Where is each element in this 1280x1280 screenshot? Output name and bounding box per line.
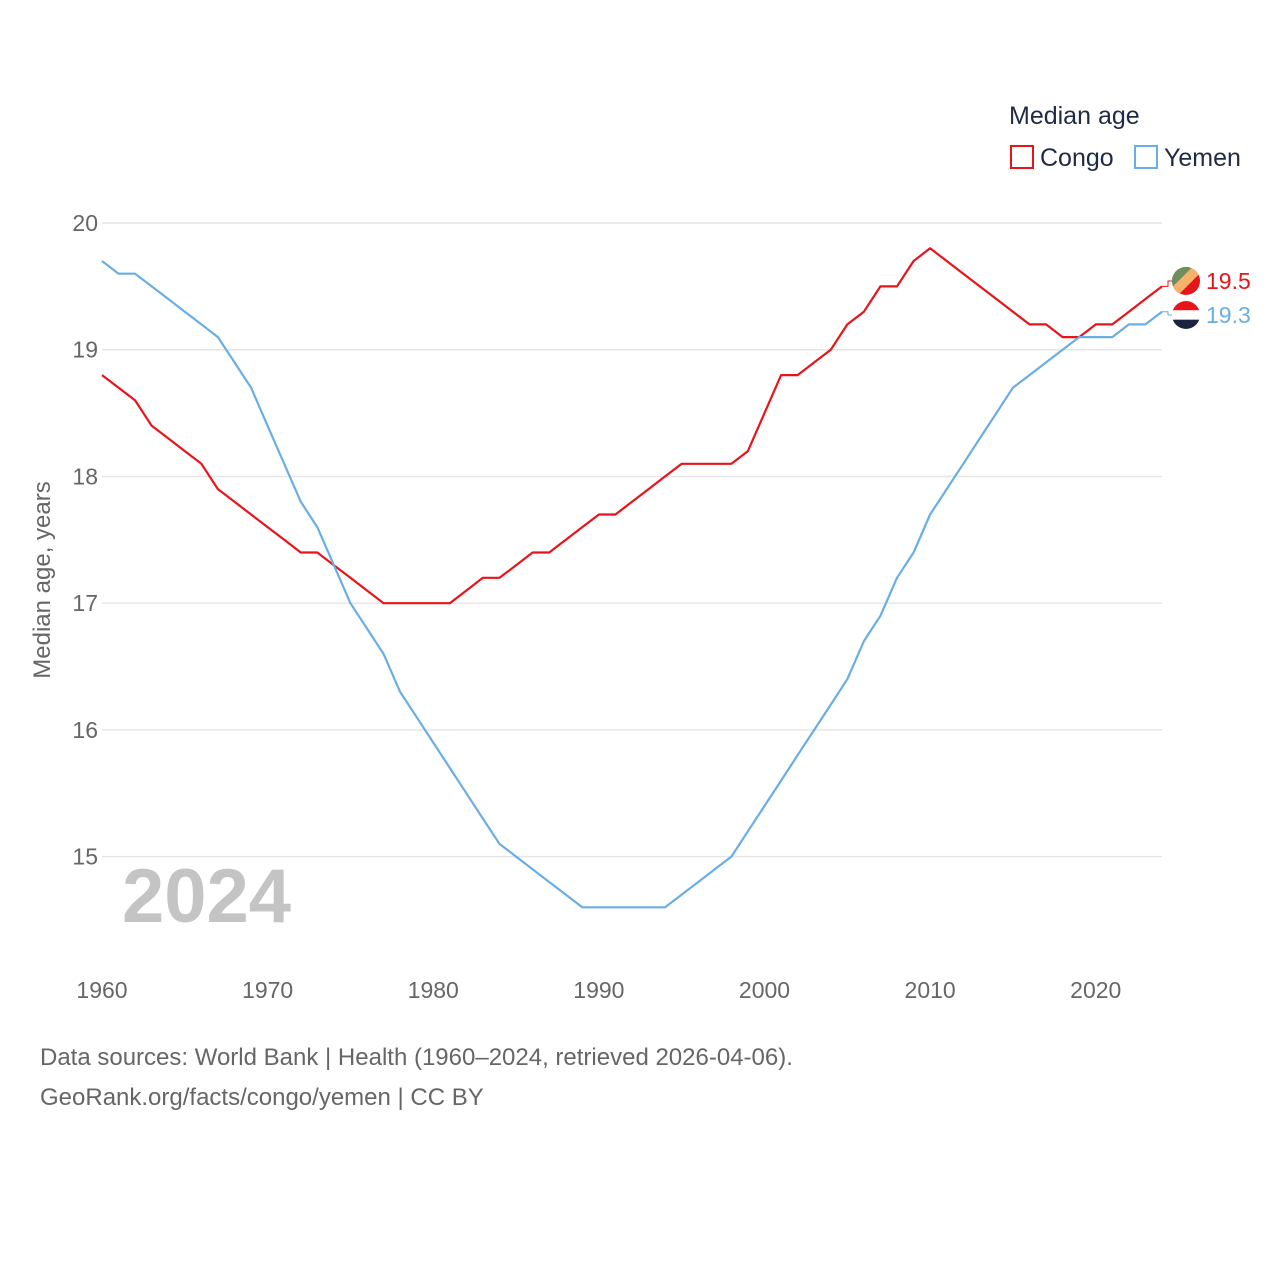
legend-label-yemen: Yemen (1164, 144, 1241, 172)
legend-label-congo: Congo (1040, 144, 1114, 172)
y-axis: 15 16 17 18 19 20 (72, 210, 98, 870)
y-tick-label: 17 (72, 590, 98, 616)
series-lines (101, 247, 1163, 909)
line-chart: 15 16 17 18 19 20 1960 1970 1980 1990 2000 2010 202… (29, 102, 1251, 1003)
y-tick-label: 15 (72, 844, 98, 870)
grid-lines (102, 222, 1162, 858)
data-sources-note: Data sources: World Bank | Health (1960–… (40, 1044, 793, 1071)
y-tick-label: 18 (72, 463, 98, 489)
x-tick-label: 2020 (1070, 977, 1121, 1003)
legend-swatch-congo (1010, 145, 1034, 169)
x-axis: 1960 1970 1980 1990 2000 2010 2020 (76, 977, 1121, 1003)
legend-swatch-yemen (1134, 145, 1158, 169)
series-line-congo (101, 247, 1163, 605)
end-connector (1162, 311, 1172, 316)
y-axis-title: Median age, years (29, 481, 56, 678)
x-tick-label: 1970 (242, 977, 293, 1003)
attribution-link[interactable]: GeoRank.org/facts/congo/yemen | CC BY (40, 1084, 484, 1111)
y-tick-label: 16 (72, 717, 98, 743)
legend-title: Median age (1009, 102, 1140, 130)
x-tick-label: 1960 (76, 977, 127, 1003)
end-value-label-congo: 19.5 (1206, 268, 1251, 294)
y-tick-label: 19 (72, 337, 98, 363)
series-line-yemen (101, 260, 1163, 909)
yemen-flag-icon (1172, 301, 1200, 329)
x-tick-label: 2010 (905, 977, 956, 1003)
congo-flag-icon (1172, 267, 1200, 295)
x-tick-label: 1990 (573, 977, 624, 1003)
x-tick-label: 2000 (739, 977, 790, 1003)
x-tick-label: 1980 (408, 977, 459, 1003)
end-markers: 19.5 19.3 (1162, 267, 1251, 329)
end-connector (1162, 280, 1172, 287)
current-year-label: 2024 (122, 854, 291, 939)
y-tick-label: 20 (72, 210, 98, 236)
legend: Median age Congo Yemen (1009, 102, 1241, 172)
end-value-label-yemen: 19.3 (1206, 302, 1251, 328)
